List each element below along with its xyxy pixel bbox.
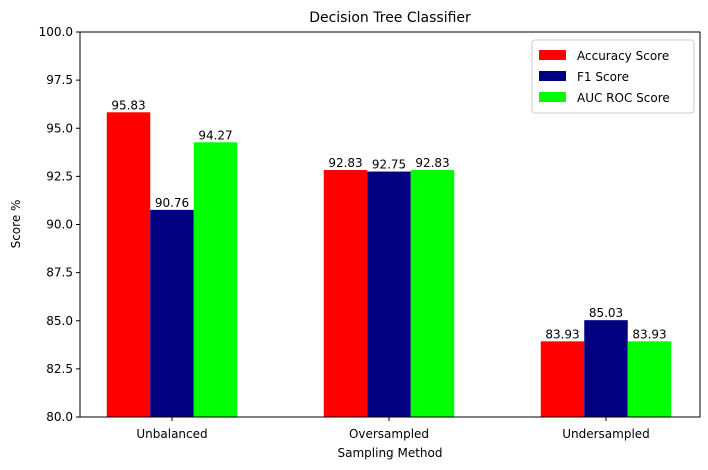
legend-label: F1 Score (577, 70, 629, 84)
y-tick-label: 80.0 (46, 410, 73, 424)
bar (323, 170, 368, 417)
x-tick-label: Oversampled (349, 427, 429, 441)
bar (584, 320, 628, 417)
legend: Accuracy Score F1 Score AUC ROC Score (531, 39, 695, 114)
legend-swatch (539, 50, 566, 60)
bar-value-label: 83.93 (632, 327, 666, 341)
y-tick-label: 100.0 (39, 25, 73, 39)
y-tick-label: 90.0 (46, 218, 73, 232)
x-tick-label: Unbalanced (136, 427, 207, 441)
bar (150, 209, 194, 417)
bar (540, 341, 585, 417)
bar (193, 142, 238, 418)
y-tick-label: 85.0 (46, 314, 73, 328)
bar-value-label: 83.93 (545, 327, 579, 341)
chart-title: Decision Tree Classifier (309, 10, 471, 26)
legend-swatch (539, 92, 566, 102)
y-tick-label: 97.5 (46, 73, 73, 87)
bar-value-label: 85.03 (589, 306, 623, 320)
bar (106, 112, 151, 418)
y-tick-label: 82.5 (46, 362, 73, 376)
bar-value-label: 92.83 (415, 156, 449, 170)
legend-label: AUC ROC Score (577, 91, 670, 105)
y-tick-label: 92.5 (46, 169, 73, 183)
bar (410, 170, 455, 417)
bar-value-label: 92.83 (328, 156, 362, 170)
legend-box (531, 39, 695, 114)
plot-frame (79, 31, 701, 418)
bar-value-label: 92.75 (372, 158, 406, 172)
y-axis-label: Score % (9, 200, 23, 249)
bar-value-label: 95.83 (111, 98, 145, 112)
y-tick-label: 87.5 (46, 266, 73, 280)
bar-value-label: 90.76 (155, 196, 189, 210)
legend-swatch (539, 71, 566, 81)
bar (627, 341, 672, 417)
legend-label: Accuracy Score (577, 49, 669, 63)
x-tick-label: Undersampled (562, 427, 650, 441)
x-axis-label: Sampling Method (338, 446, 443, 460)
plot-area: 80.0 82.5 85.0 87.5 90.0 92.5 95.0 97.5 100.0 95.… (39, 25, 672, 441)
bar-value-label: 94.27 (198, 128, 232, 142)
bar (367, 171, 411, 417)
y-tick-label: 95.0 (46, 121, 73, 135)
